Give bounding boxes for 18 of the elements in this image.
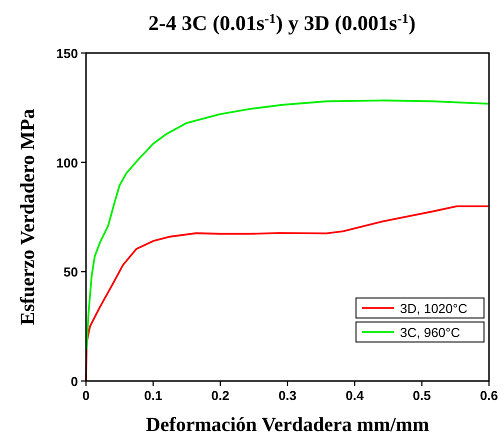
y-tick-label: 150 xyxy=(56,46,78,61)
x-axis-title: Deformación Verdadera mm/mm xyxy=(146,414,430,436)
y-tick-label: 0 xyxy=(70,374,78,389)
x-tick-label: 0 xyxy=(82,388,90,403)
line-series xyxy=(85,205,490,382)
y-axis-title: Esfuerzo Verdadero MPa xyxy=(17,108,39,326)
x-tick-label: 0.1 xyxy=(144,388,162,403)
y-tick-label: 100 xyxy=(56,155,78,170)
x-tick-label: 0.5 xyxy=(412,388,431,403)
line-series xyxy=(86,100,490,350)
x-tick-label: 0.4 xyxy=(346,388,364,403)
legend-label: 3D, 1020°C xyxy=(400,301,468,316)
y-tick-label: 50 xyxy=(64,264,78,280)
legend-label: 3C, 960°C xyxy=(400,325,460,340)
x-tick-label: 0.3 xyxy=(278,388,297,403)
x-tick-label: 0.2 xyxy=(211,388,230,403)
x-tick-label: 0.6 xyxy=(480,388,498,403)
chart-title: 2-4 3C (0.01s$^{-1}$) y 3D (0.001s$^{-1}$) xyxy=(148,10,416,35)
